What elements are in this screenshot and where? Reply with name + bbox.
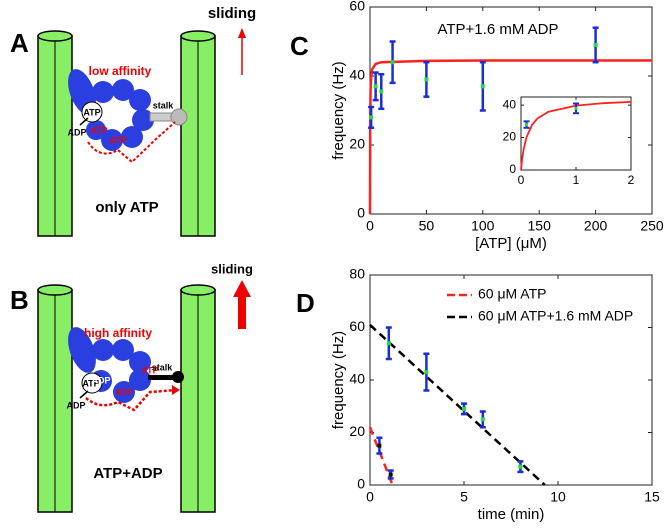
y-axis-label: frequency (Hz) bbox=[330, 61, 347, 159]
x-tick-label: 1 bbox=[573, 173, 580, 187]
fit-line bbox=[520, 100, 632, 171]
y-tick-label: 20 bbox=[349, 136, 365, 152]
microtubule bbox=[37, 30, 216, 237]
marker bbox=[377, 443, 382, 448]
adp-label: ADP bbox=[66, 400, 85, 410]
legend-label: 60 μM ATP+1.6 mM ADP bbox=[478, 308, 633, 324]
y-tick-label: 0 bbox=[357, 205, 365, 221]
diagram-b: B sliding high affinity ATP ADP ADP ATP bbox=[10, 261, 253, 513]
x-tick-label: 0 bbox=[366, 489, 374, 505]
x-tick-label: 0 bbox=[366, 218, 374, 234]
diagram-a: A sliding low affinity ATP ADP ATP ATP bbox=[10, 5, 256, 237]
fit-line bbox=[368, 426, 394, 486]
y-axis-label: frequency (Hz) bbox=[330, 331, 347, 429]
sliding-label: sliding bbox=[211, 261, 253, 276]
adp-label: ADP bbox=[67, 127, 86, 137]
affinity-label: high affinity bbox=[84, 326, 152, 340]
panel-letter: C bbox=[290, 31, 309, 61]
arrow-head bbox=[238, 28, 246, 38]
y-tick-label: 0 bbox=[509, 162, 516, 176]
motor-label: ATP bbox=[109, 135, 126, 145]
x-axis-label: time (min) bbox=[478, 506, 545, 523]
marker bbox=[462, 406, 466, 411]
x-tick-label: 150 bbox=[528, 218, 552, 234]
affinity-label: low affinity bbox=[89, 64, 152, 78]
marker bbox=[593, 42, 598, 47]
x-tick-label: 100 bbox=[471, 218, 495, 234]
y-tick-label: 40 bbox=[349, 67, 365, 83]
arrow-head bbox=[233, 280, 251, 297]
y-tick-label: 40 bbox=[349, 371, 365, 387]
legend-label: 60 μM ATP bbox=[478, 286, 547, 302]
y-tick-label: 20 bbox=[349, 423, 365, 439]
caption: only ATP bbox=[95, 199, 158, 216]
marker bbox=[369, 115, 374, 120]
x-tick-label: 50 bbox=[419, 218, 435, 234]
y-tick-label: 20 bbox=[503, 130, 517, 144]
x-axis-label: [ATP] (μM) bbox=[475, 235, 547, 252]
marker bbox=[373, 84, 378, 89]
panel-letter: D bbox=[296, 288, 315, 318]
y-tick-label: 80 bbox=[349, 266, 365, 282]
motor-label: ADP bbox=[91, 375, 110, 385]
fit-line bbox=[369, 323, 546, 486]
panel-letter: B bbox=[10, 285, 29, 315]
marker bbox=[388, 472, 393, 477]
marker bbox=[518, 464, 523, 469]
x-tick-label: 2 bbox=[628, 173, 635, 187]
x-tick-label: 15 bbox=[644, 489, 660, 505]
marker bbox=[574, 106, 578, 110]
stalk-label: stalk bbox=[152, 362, 174, 372]
marker bbox=[379, 89, 384, 94]
panel-letter: A bbox=[10, 28, 29, 58]
stalk-label: stalk bbox=[153, 100, 175, 110]
caption: ATP+ADP bbox=[93, 465, 162, 482]
sliding-label: sliding bbox=[208, 5, 256, 22]
marker bbox=[386, 341, 391, 346]
y-tick-label: 0 bbox=[357, 476, 365, 492]
marker bbox=[480, 84, 485, 89]
motor-label: ATP bbox=[90, 125, 107, 135]
marker bbox=[424, 77, 429, 82]
y-tick-label: 60 bbox=[349, 318, 365, 334]
x-tick-label: 5 bbox=[460, 489, 468, 505]
annotation: ATP+1.6 mM ADP bbox=[437, 21, 558, 38]
x-tick-label: 200 bbox=[584, 218, 608, 234]
arrow bbox=[238, 295, 246, 329]
fit-line bbox=[368, 59, 652, 215]
microtubule bbox=[37, 284, 216, 513]
x-tick-label: 250 bbox=[640, 218, 664, 234]
marker bbox=[390, 60, 395, 65]
atp-label: ATP bbox=[83, 107, 100, 117]
marker bbox=[525, 123, 528, 127]
marker bbox=[424, 370, 429, 375]
motor bbox=[68, 69, 188, 164]
motor-label: ATP bbox=[141, 365, 158, 375]
atp-label: ATP bbox=[82, 378, 99, 388]
motor bbox=[68, 327, 184, 412]
plot-frame bbox=[369, 274, 653, 486]
motor-label: ATP bbox=[115, 387, 132, 397]
y-tick-label: 40 bbox=[503, 97, 517, 111]
x-tick-label: 0 bbox=[518, 173, 525, 187]
y-tick-label: 60 bbox=[349, 0, 365, 14]
x-tick-label: 10 bbox=[550, 489, 566, 505]
marker bbox=[480, 417, 485, 422]
